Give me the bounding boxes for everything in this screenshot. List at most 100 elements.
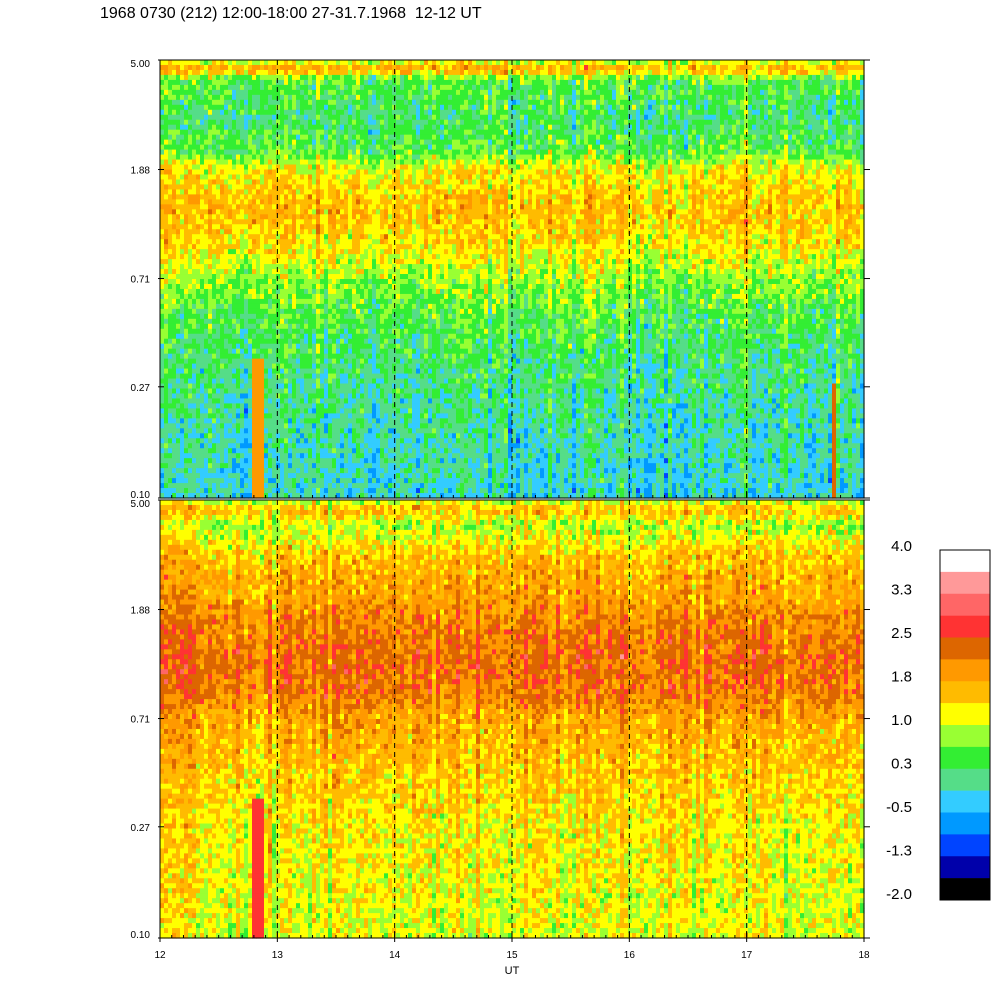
heatmap-cell — [200, 323, 205, 330]
heatmap-cell — [384, 274, 389, 280]
heatmap-cell — [224, 149, 229, 156]
heatmap-cell — [384, 119, 389, 126]
heatmap-cell — [324, 229, 329, 235]
heatmap-cell — [172, 353, 177, 360]
heatmap-cell — [240, 438, 245, 444]
heatmap-cell — [380, 358, 385, 365]
heatmap-cell — [268, 139, 273, 146]
heatmap-cell — [260, 224, 265, 230]
heatmap-cell — [332, 323, 337, 330]
heatmap-cell — [228, 318, 233, 325]
heatmap-cell — [288, 239, 293, 245]
heatmap-cell — [324, 204, 329, 210]
heatmap-cell — [244, 433, 249, 439]
heatmap-cell — [236, 174, 241, 181]
heatmap-cell — [168, 438, 173, 444]
heatmap-cell — [192, 373, 197, 380]
heatmap-cell — [240, 124, 245, 131]
heatmap-cell — [360, 259, 365, 265]
heatmap-cell — [256, 60, 261, 66]
heatmap-cell — [208, 388, 213, 395]
heatmap-cell — [244, 194, 249, 200]
heatmap-cell — [364, 353, 369, 360]
heatmap-cell — [256, 214, 261, 220]
heatmap-cell — [288, 104, 293, 111]
heatmap-cell — [376, 249, 381, 255]
heatmap-cell — [180, 343, 185, 350]
heatmap-cell — [308, 343, 313, 350]
heatmap-cell — [364, 249, 369, 255]
heatmap-cell — [320, 383, 325, 390]
heatmap-cell — [284, 478, 289, 484]
heatmap-cell — [336, 393, 341, 400]
heatmap-cell — [220, 488, 225, 494]
heatmap-cell — [356, 338, 361, 345]
heatmap-cell — [356, 274, 361, 280]
heatmap-cell — [328, 119, 333, 126]
heatmap-cell — [232, 234, 237, 240]
heatmap-cell — [284, 164, 289, 171]
heatmap-cell — [352, 458, 357, 464]
heatmap-cell — [252, 109, 257, 116]
heatmap-cell — [356, 259, 361, 265]
heatmap-cell — [192, 458, 197, 464]
heatmap-cell — [380, 259, 385, 265]
heatmap-cell — [240, 348, 245, 355]
heatmap-cell — [376, 478, 381, 484]
heatmap-cell — [296, 144, 301, 151]
heatmap-cell — [228, 179, 233, 186]
heatmap-cell — [220, 378, 225, 385]
heatmap-cell — [212, 343, 217, 350]
heatmap-cell — [316, 323, 321, 330]
heatmap-cell — [252, 159, 257, 166]
heatmap-cell — [208, 164, 213, 171]
heatmap-cell — [228, 483, 233, 489]
heatmap-cell — [256, 333, 261, 340]
heatmap-cell — [180, 413, 185, 419]
heatmap-cell — [296, 443, 301, 449]
heatmap-cell — [268, 448, 273, 454]
heatmap-cell — [236, 348, 241, 355]
heatmap-cell — [344, 328, 349, 335]
heatmap-cell — [248, 204, 253, 210]
heatmap-cell — [272, 298, 277, 305]
heatmap-cell — [172, 264, 177, 270]
heatmap-cell — [196, 393, 201, 400]
heatmap-cell — [296, 298, 301, 305]
heatmap-cell — [340, 159, 345, 166]
heatmap-cell — [200, 468, 205, 474]
heatmap-cell — [216, 473, 221, 479]
heatmap-cell — [344, 468, 349, 474]
heatmap-cell — [204, 259, 209, 265]
heatmap-cell — [336, 373, 341, 380]
heatmap-cell — [232, 423, 237, 429]
heatmap-cell — [200, 159, 205, 166]
heatmap-cell — [384, 199, 389, 205]
heatmap-cell — [340, 338, 345, 345]
heatmap-cell — [164, 189, 169, 195]
heatmap-cell — [236, 254, 241, 260]
heatmap-cell — [336, 298, 341, 305]
heatmap-cell — [288, 388, 293, 395]
heatmap-cell — [268, 488, 273, 494]
heatmap-cell — [304, 199, 309, 205]
heatmap-cell — [212, 184, 217, 191]
heatmap-cell — [272, 473, 277, 479]
heatmap-cell — [376, 343, 381, 350]
heatmap-cell — [296, 179, 301, 186]
heatmap-cell — [344, 368, 349, 375]
heatmap-cell — [372, 234, 377, 240]
heatmap-cell — [164, 74, 169, 81]
heatmap-cell — [360, 288, 365, 295]
heatmap-cell — [372, 368, 377, 375]
heatmap-cell — [352, 139, 357, 146]
heatmap-cell — [208, 308, 213, 315]
heatmap-cell — [372, 264, 377, 270]
heatmap-cell — [160, 169, 165, 176]
heatmap-cell — [284, 463, 289, 469]
heatmap-cell — [224, 119, 229, 126]
heatmap-cell — [328, 264, 333, 270]
heatmap-cell — [300, 204, 305, 210]
heatmap-cell — [176, 478, 181, 484]
heatmap-cell — [272, 119, 277, 126]
